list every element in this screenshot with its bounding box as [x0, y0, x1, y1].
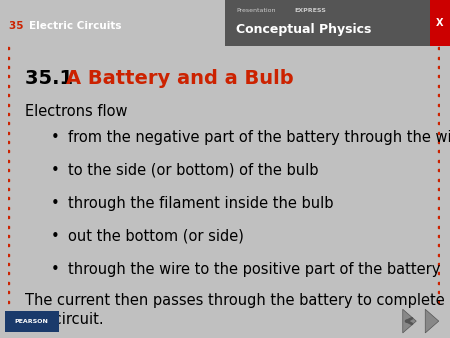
Text: Electric Circuits: Electric Circuits — [29, 22, 122, 31]
Text: •: • — [51, 196, 60, 211]
FancyBboxPatch shape — [430, 0, 450, 46]
FancyBboxPatch shape — [4, 311, 59, 332]
Text: •: • — [51, 262, 60, 277]
FancyBboxPatch shape — [225, 0, 430, 46]
Text: Electrons flow: Electrons flow — [25, 104, 128, 119]
Text: •: • — [51, 229, 60, 244]
Text: through the wire to the positive part of the battery: through the wire to the positive part of… — [68, 262, 441, 277]
Text: 35.1: 35.1 — [25, 69, 80, 88]
Text: The current then passes through the battery to complete
the circuit.: The current then passes through the batt… — [25, 293, 445, 328]
Text: Conceptual Physics: Conceptual Physics — [236, 23, 372, 36]
Text: through the filament inside the bulb: through the filament inside the bulb — [68, 196, 334, 211]
Text: PEARSON: PEARSON — [14, 319, 49, 323]
Text: to the side (or bottom) of the bulb: to the side (or bottom) of the bulb — [68, 163, 319, 178]
Text: out the bottom (or side): out the bottom (or side) — [68, 229, 244, 244]
Polygon shape — [425, 309, 439, 333]
Text: Presentation: Presentation — [236, 7, 276, 13]
Text: •: • — [51, 163, 60, 178]
Text: X: X — [436, 18, 443, 28]
Text: •: • — [51, 130, 60, 145]
Text: A Battery and a Bulb: A Battery and a Bulb — [66, 69, 294, 88]
Text: EXPRESS: EXPRESS — [295, 7, 327, 13]
Text: 35: 35 — [9, 22, 27, 31]
Text: from the negative part of the battery through the wire: from the negative part of the battery th… — [68, 130, 450, 145]
Polygon shape — [403, 309, 416, 333]
